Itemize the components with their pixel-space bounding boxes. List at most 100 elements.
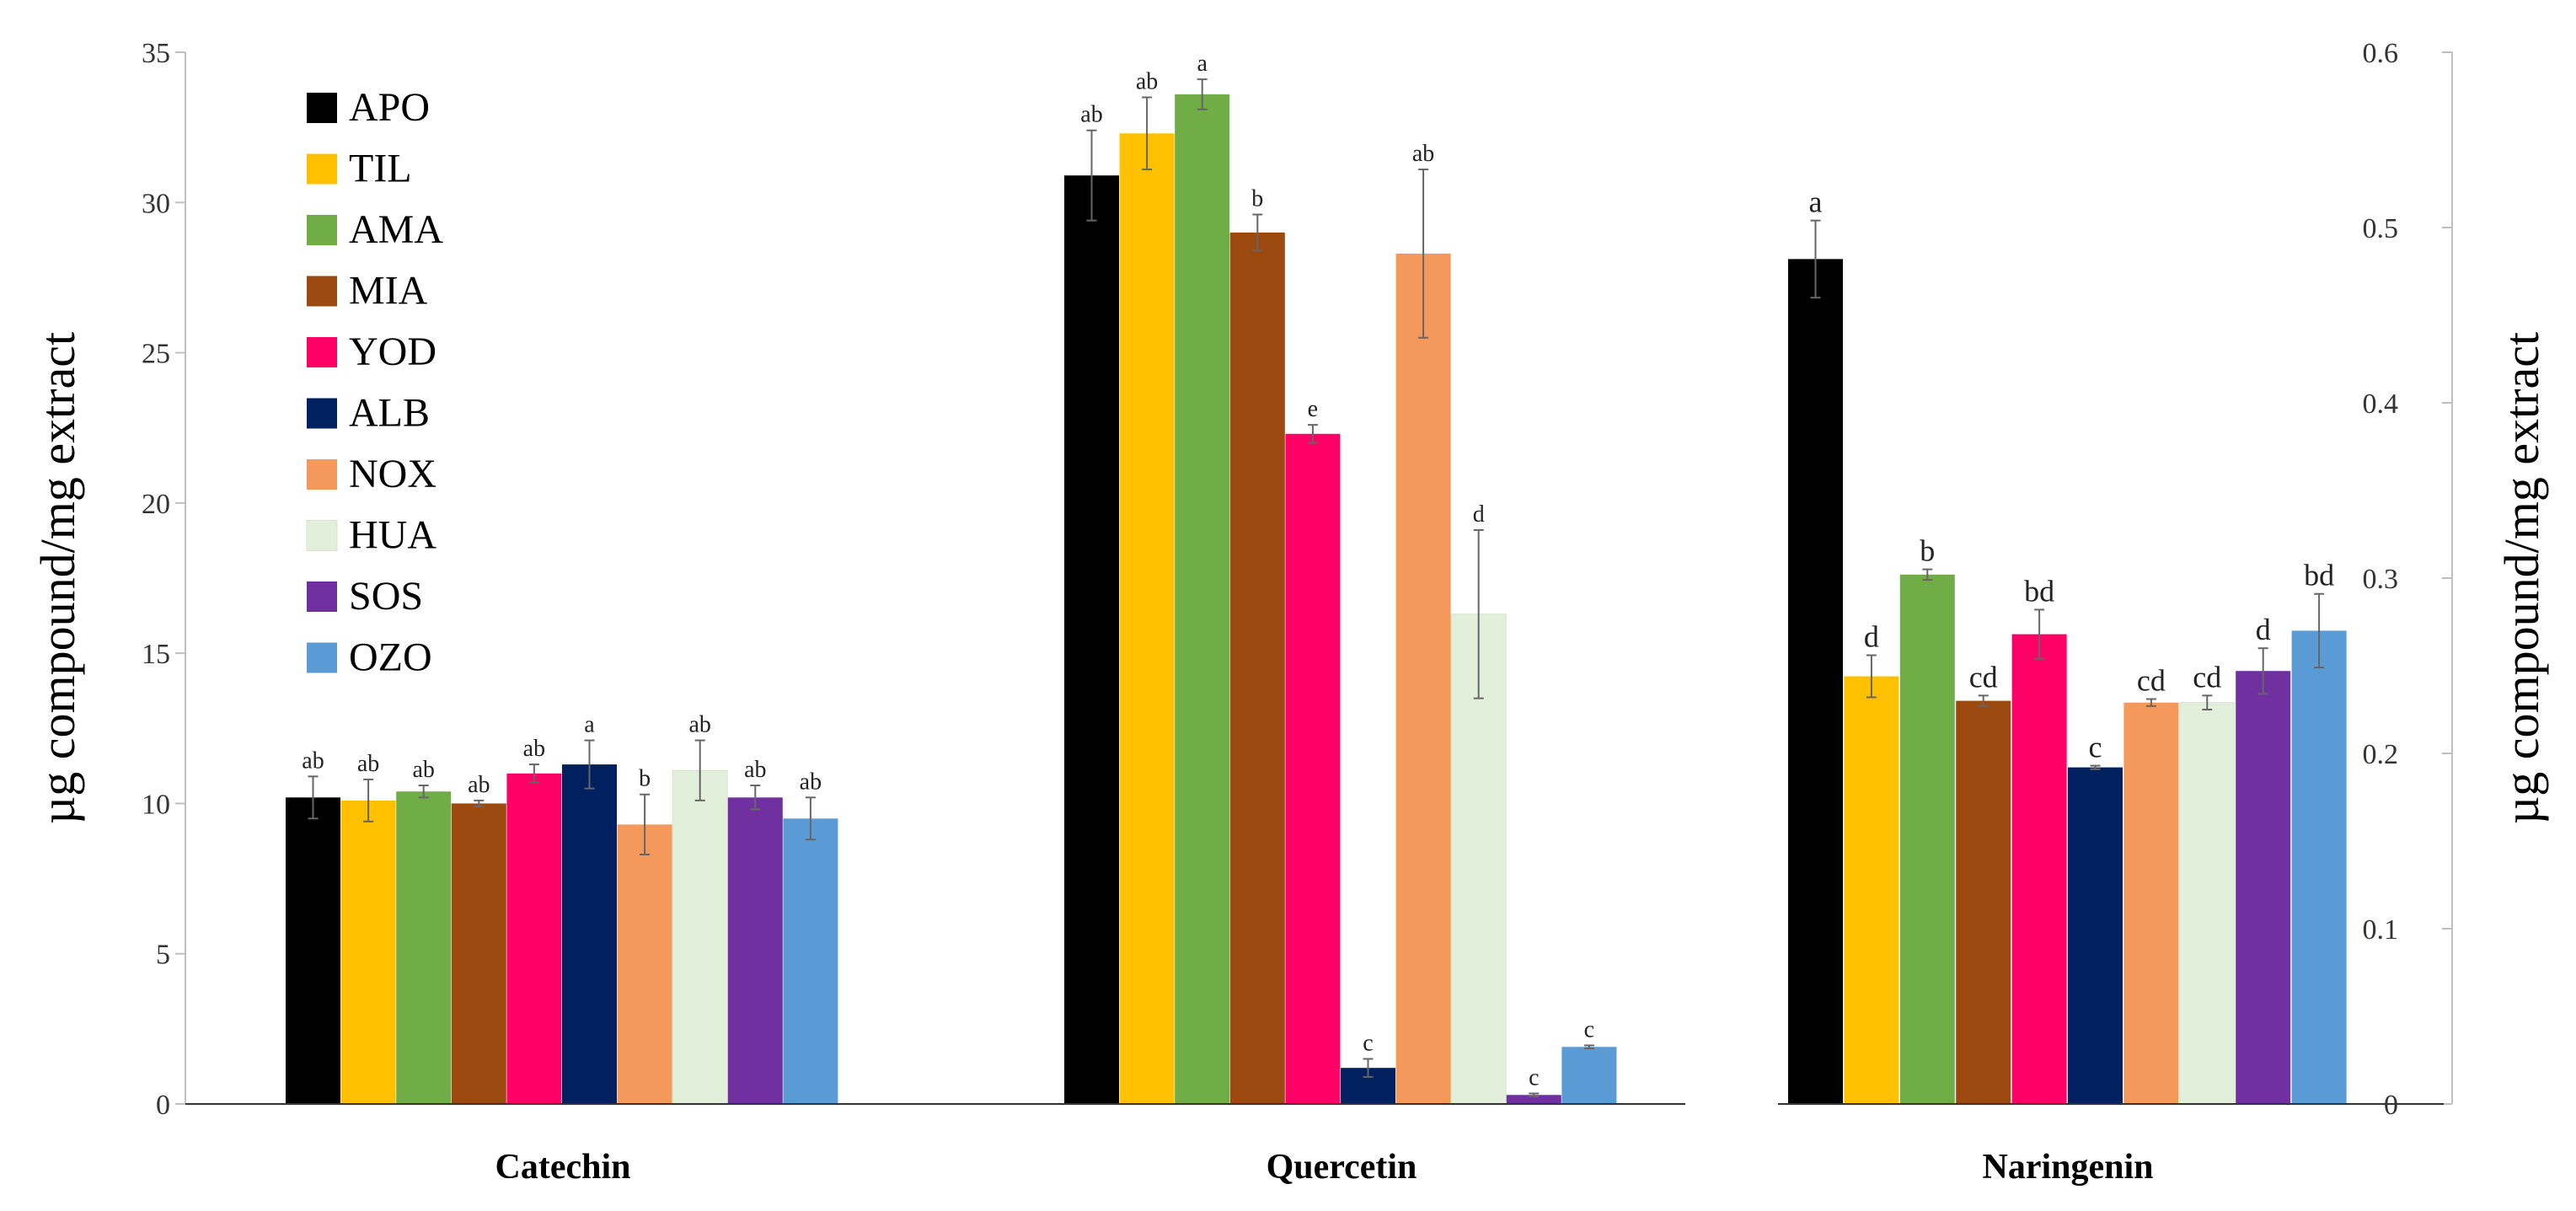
bar-quercetin-apo <box>1064 175 1119 1105</box>
bar-quercetin-nox <box>1395 253 1451 1104</box>
bar-naringenin-ozo <box>2291 630 2347 1104</box>
bar-catechin-apo <box>286 797 340 1104</box>
category-label-catechin: Catechin <box>495 1148 631 1187</box>
bar-catechin-til <box>340 800 396 1104</box>
bar-quercetin-til <box>1119 133 1175 1104</box>
significance-label-naringenin-alb: c <box>2089 731 2102 764</box>
significance-label-catechin-sos: ab <box>744 757 766 783</box>
significance-label-catechin-alb: a <box>584 712 595 738</box>
bar-catechin-alb <box>562 764 617 1104</box>
bar-naringenin-nox <box>2123 702 2179 1104</box>
legend-swatch-sos <box>307 581 337 612</box>
legend-swatch-ozo <box>307 642 337 673</box>
significance-label-quercetin-sos: c <box>1529 1065 1539 1091</box>
significance-label-catechin-hua: ab <box>688 712 710 738</box>
legend-label-mia: MIA <box>349 269 428 313</box>
legend-swatch-nox <box>307 459 337 490</box>
left-y-tick-label: 30 <box>142 188 170 219</box>
significance-label-naringenin-til: d <box>1864 620 1879 654</box>
right-y-tick-label: 0.1 <box>2363 914 2399 946</box>
bar-catechin-sos <box>727 797 783 1104</box>
legend-label-yod: YOD <box>349 330 436 374</box>
significance-label-quercetin-nox: ab <box>1412 141 1434 167</box>
legend-label-alb: ALB <box>349 391 430 436</box>
bar-naringenin-hua <box>2179 702 2236 1105</box>
left-y-tick-label: 5 <box>156 940 170 971</box>
left-y-tick-label: 15 <box>142 639 170 670</box>
significance-label-naringenin-yod: bd <box>2024 574 2054 608</box>
left-y-tick-label: 0 <box>156 1090 170 1121</box>
bar-catechin-ama <box>396 791 452 1104</box>
bar-quercetin-ama <box>1175 94 1230 1104</box>
right-y-tick-label: 0.6 <box>2363 38 2399 69</box>
right-y-tick-label: 0.3 <box>2363 564 2399 595</box>
bar-catechin-ozo <box>783 818 838 1104</box>
bar-catechin-yod <box>506 773 562 1104</box>
legend-swatch-hua <box>306 520 338 551</box>
legend: APO TIL AMA MIA YOD ALB NOX HUA SOS OZO <box>306 85 443 680</box>
bar-catechin-nox <box>617 824 672 1104</box>
bar-catechin-hua <box>672 769 728 1105</box>
significance-label-catechin-mia: ab <box>468 772 490 798</box>
right-y-tick-label: 0 <box>2384 1090 2398 1121</box>
significance-label-naringenin-mia: cd <box>1969 660 1998 694</box>
significance-label-quercetin-hua: d <box>1473 501 1485 528</box>
bar-naringenin-apo <box>1788 259 1843 1104</box>
bar-naringenin-ama <box>1899 574 1955 1104</box>
bar-catechin-mia <box>451 803 506 1104</box>
category-label-naringenin: Naringenin <box>1982 1148 2153 1187</box>
bar-naringenin-mia <box>1956 700 2011 1104</box>
significance-label-naringenin-apo: a <box>1809 185 1823 219</box>
right-y-tick-label: 0.2 <box>2363 739 2399 770</box>
legend-label-ozo: OZO <box>349 635 432 680</box>
left-y-axis-title: µg compound/mg extract <box>30 332 85 824</box>
significance-label-catechin-ama: ab <box>412 757 434 783</box>
significance-label-catechin-til: ab <box>357 751 379 777</box>
significance-label-naringenin-nox: cd <box>2137 664 2166 698</box>
left-y-tick-label: 25 <box>142 339 170 370</box>
left-y-tick-label: 35 <box>142 38 170 69</box>
right-y-tick-label: 0.5 <box>2363 213 2399 244</box>
legend-swatch-alb <box>307 398 337 429</box>
bar-quercetin-sos <box>1506 1095 1561 1104</box>
legend-label-sos: SOS <box>349 574 423 619</box>
significance-label-naringenin-ama: b <box>1920 534 1935 568</box>
significance-label-catechin-yod: ab <box>523 736 545 762</box>
legend-swatch-apo <box>307 93 337 123</box>
bar-naringenin-yod <box>2011 634 2067 1104</box>
legend-swatch-yod <box>307 337 337 367</box>
significance-label-quercetin-til: ab <box>1136 69 1158 95</box>
legend-swatch-til <box>307 153 337 185</box>
significance-label-naringenin-ozo: bd <box>2304 559 2334 592</box>
bar-quercetin-mia <box>1229 232 1285 1104</box>
significance-label-quercetin-apo: ab <box>1080 102 1102 128</box>
bar-quercetin-ozo <box>1561 1047 1617 1104</box>
significance-label-quercetin-yod: e <box>1308 396 1318 422</box>
left-y-tick-label: 10 <box>142 789 170 820</box>
legend-label-hua: HUA <box>349 513 436 558</box>
left-y-tick-label: 20 <box>142 489 170 520</box>
legend-swatch-mia <box>307 276 337 307</box>
significance-label-naringenin-sos: d <box>2256 613 2271 646</box>
bar-naringenin-sos <box>2236 671 2291 1104</box>
bar-naringenin-alb <box>2068 767 2123 1104</box>
significance-label-catechin-ozo: ab <box>800 769 822 795</box>
significance-label-quercetin-ama: a <box>1197 51 1208 77</box>
legend-label-ama: AMA <box>349 207 443 252</box>
legend-label-nox: NOX <box>349 452 436 496</box>
significance-label-quercetin-alb: c <box>1363 1031 1373 1057</box>
bar-quercetin-yod <box>1285 433 1341 1104</box>
right-y-axis-title: µg compound/mg extract <box>2494 332 2549 824</box>
bar-naringenin-til <box>1844 676 1899 1104</box>
significance-label-naringenin-hua: cd <box>2193 660 2221 694</box>
legend-label-apo: APO <box>349 85 430 130</box>
significance-label-catechin-nox: b <box>639 766 651 792</box>
significance-label-quercetin-ozo: c <box>1584 1017 1594 1043</box>
significance-label-quercetin-mia: b <box>1251 186 1263 212</box>
legend-label-til: TIL <box>349 147 412 191</box>
legend-swatch-ama <box>307 215 337 245</box>
significance-label-catechin-apo: ab <box>302 747 324 774</box>
right-y-tick-label: 0.4 <box>2363 388 2399 420</box>
